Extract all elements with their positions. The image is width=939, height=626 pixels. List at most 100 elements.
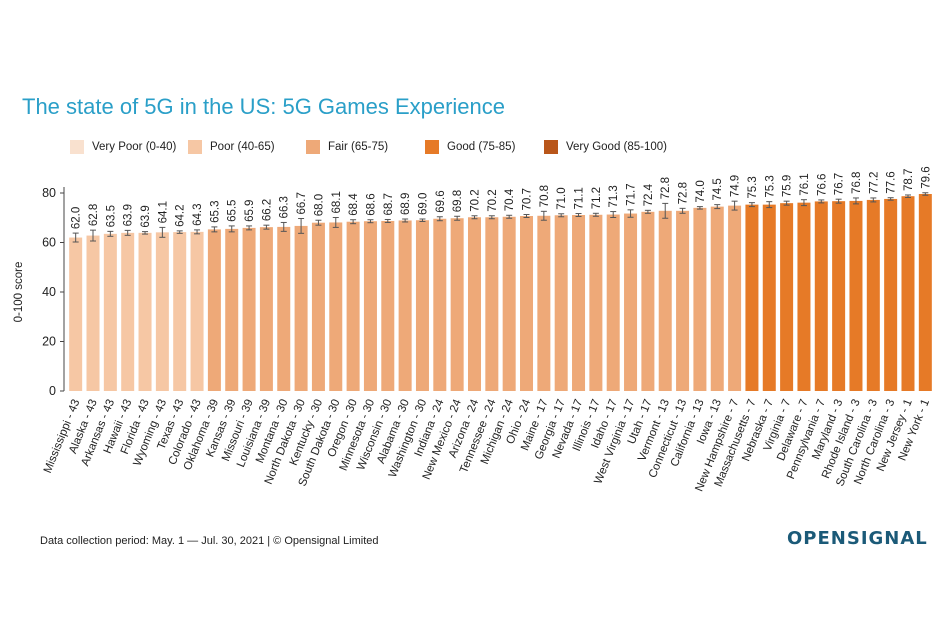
- legend-label-good: Good (75-85): [447, 141, 516, 153]
- bar: [381, 220, 395, 391]
- bar: [450, 218, 464, 391]
- legend-label-poor: Poor (40-65): [210, 141, 275, 153]
- bar: [103, 233, 117, 391]
- error-bar: [506, 214, 513, 219]
- bar: [728, 205, 742, 391]
- error-bar: [367, 219, 374, 224]
- error-bar: [488, 215, 495, 220]
- bar-value-label: 76.1: [799, 173, 811, 195]
- bar-value-label: 64.1: [157, 201, 169, 223]
- bar-value-label: 70.8: [539, 185, 551, 207]
- bar: [363, 221, 377, 391]
- bar: [710, 206, 724, 391]
- bar-value-label: 65.3: [209, 201, 221, 223]
- bar-value-label: 66.3: [279, 196, 291, 218]
- bar: [294, 225, 308, 391]
- error-bar: [523, 214, 530, 219]
- bar-value-label: 75.3: [747, 176, 759, 198]
- bar-value-label: 79.6: [920, 166, 932, 188]
- bar: [693, 207, 707, 391]
- error-bar: [835, 198, 842, 204]
- error-bar: [350, 219, 357, 225]
- bar: [537, 215, 551, 391]
- error-bar: [124, 229, 131, 236]
- error-bar: [783, 200, 790, 206]
- bar: [86, 235, 100, 391]
- bar: [745, 204, 759, 391]
- bar: [242, 227, 256, 391]
- error-bar: [731, 200, 738, 211]
- error-bar: [748, 202, 755, 208]
- error-bar: [159, 226, 166, 238]
- error-bar: [90, 229, 97, 242]
- bar: [520, 216, 534, 391]
- bar-value-label: 68.9: [400, 193, 412, 215]
- legend-swatch-poor: [188, 140, 202, 154]
- bar: [762, 204, 776, 391]
- y-axis-label: 0-100 score: [13, 262, 25, 323]
- bar-value-label: 71.2: [591, 187, 603, 209]
- error-bar: [696, 206, 703, 210]
- bar: [624, 213, 638, 391]
- y-tick-label: 40: [42, 285, 56, 299]
- error-bar: [142, 231, 149, 235]
- error-bar: [904, 194, 911, 198]
- bar-value-label: 64.2: [175, 204, 187, 226]
- bar-value-label: 75.3: [764, 175, 776, 197]
- bar: [311, 222, 325, 391]
- bar-value-label: 78.7: [903, 169, 915, 191]
- bar-value-label: 65.9: [244, 200, 256, 222]
- bar: [589, 214, 603, 391]
- bar: [329, 222, 343, 391]
- error-bar: [332, 217, 339, 228]
- bar: [415, 220, 429, 391]
- bar: [121, 232, 135, 391]
- bar: [866, 199, 880, 391]
- bar: [207, 229, 221, 391]
- bar: [502, 216, 516, 391]
- error-bar: [194, 229, 201, 235]
- legend-swatch-very-poor: [70, 140, 84, 154]
- legend-swatch-good: [425, 140, 439, 154]
- bar-value-label: 74.5: [712, 178, 724, 200]
- bar-value-label: 71.7: [626, 183, 638, 205]
- error-bar: [714, 204, 721, 210]
- bar-value-label: 66.7: [296, 192, 308, 214]
- bar-value-label: 71.0: [556, 187, 568, 209]
- error-bar: [454, 215, 461, 221]
- bar-value-label: 70.2: [487, 189, 499, 211]
- legend-swatch-very-good: [544, 140, 558, 154]
- legend-swatch-fair: [306, 140, 320, 154]
- bar: [901, 196, 915, 391]
- error-bar: [298, 217, 305, 234]
- error-bar: [419, 218, 426, 222]
- chart-title: The state of 5G in the US: 5G Games Expe…: [22, 94, 506, 119]
- bar-value-label: 74.9: [730, 175, 742, 197]
- bar: [346, 221, 360, 391]
- legend-label-very-poor: Very Poor (0-40): [92, 141, 177, 153]
- bar: [398, 220, 412, 391]
- error-bar: [176, 230, 183, 234]
- bar: [658, 210, 672, 391]
- bar-value-label: 63.9: [123, 204, 135, 226]
- error-bar: [280, 221, 287, 232]
- bar-value-label: 75.9: [782, 175, 794, 197]
- bar-value-label: 71.1: [574, 187, 586, 209]
- bar: [797, 202, 811, 391]
- error-bar: [662, 202, 669, 219]
- y-tick-label: 80: [42, 186, 56, 200]
- y-axis: 0 20 40 60 80: [42, 186, 65, 398]
- bar: [69, 237, 83, 391]
- bar-value-label: 76.7: [834, 173, 846, 195]
- error-bar: [263, 224, 270, 230]
- bar-value-label: 68.6: [365, 193, 377, 215]
- footer-note: Data collection period: May. 1 — Jul. 30…: [40, 535, 379, 547]
- bar-value-label: 69.8: [452, 190, 464, 212]
- error-bar: [852, 197, 859, 205]
- bar-value-label: 68.4: [348, 193, 360, 216]
- opensignal-logo: OPENSIGNAL: [787, 528, 928, 549]
- error-bar: [592, 212, 599, 217]
- error-bar: [679, 207, 686, 214]
- bar-value-label: 63.5: [105, 205, 117, 227]
- bar-value-label: 72.8: [678, 182, 690, 204]
